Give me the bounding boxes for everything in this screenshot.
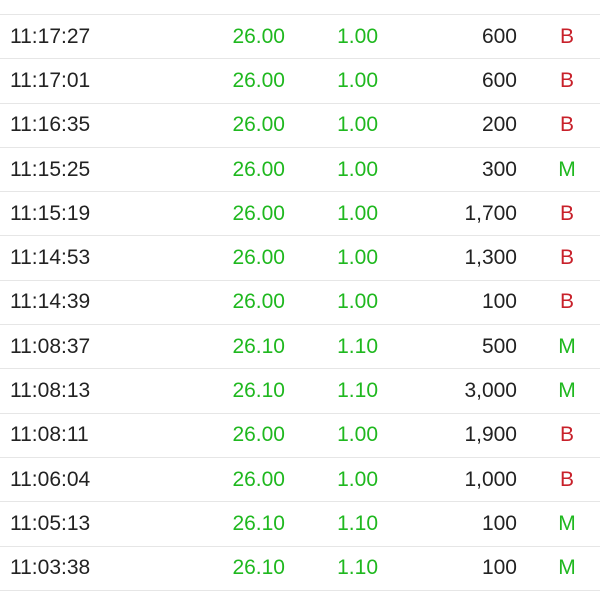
trade-change: 1.10	[337, 379, 378, 403]
trade-price: 26.00	[232, 467, 285, 491]
trade-price: 26.00	[232, 24, 285, 48]
trade-change: 1.00	[337, 24, 378, 48]
trade-price: 26.10	[232, 379, 285, 403]
trade-change: 1.10	[337, 334, 378, 358]
trade-time: 11:16:35	[10, 113, 91, 137]
trade-volume: 600	[481, 68, 517, 92]
trade-volume: 100	[481, 511, 517, 535]
trade-time: 11:14:53	[10, 246, 91, 270]
trade-time: 11:15:19	[10, 201, 91, 225]
trade-row: 11:17:01 26.00 1.00 600 B	[0, 59, 600, 104]
trade-price: 26.10	[232, 556, 285, 580]
trade-time: 11:15:25	[10, 157, 91, 181]
trade-side: M	[558, 511, 576, 535]
trade-volume: 1,900	[464, 423, 517, 447]
trade-row: 11:15:19 26.00 1.00 1,700 B	[0, 192, 600, 237]
trade-price: 26.00	[232, 423, 285, 447]
trade-row: 11:06:04 26.00 1.00 1,000 B	[0, 458, 600, 503]
trade-side: B	[559, 68, 575, 92]
trade-volume: 200	[481, 113, 517, 137]
trade-time: 11:17:01	[10, 68, 91, 92]
trade-change: 1.00	[337, 113, 378, 137]
trade-volume: 300	[481, 157, 517, 181]
trade-change: 1.00	[337, 467, 378, 491]
trade-row: 11:08:37 26.10 1.10 500 M	[0, 325, 600, 370]
trade-change: 1.00	[337, 201, 378, 225]
trade-row: 11:14:53 26.00 1.00 1,300 B	[0, 236, 600, 281]
trade-row: 11:14:39 26.00 1.00 100 B	[0, 281, 600, 326]
trade-change: 1.00	[337, 68, 378, 92]
trade-volume: 500	[481, 334, 517, 358]
trade-volume: 1,000	[464, 467, 517, 491]
trade-side: B	[559, 113, 575, 137]
trade-side: B	[559, 423, 575, 447]
trade-row: 11:05:13 26.10 1.10 100 M	[0, 502, 600, 547]
trade-volume: 100	[481, 290, 517, 314]
trade-side: M	[558, 379, 576, 403]
trade-side: B	[559, 246, 575, 270]
trade-change: 1.00	[337, 423, 378, 447]
trade-side: B	[559, 467, 575, 491]
trade-side: B	[559, 24, 575, 48]
trade-row: 11:03:38 26.10 1.10 100 M	[0, 547, 600, 591]
trade-change: 1.10	[337, 511, 378, 535]
trade-price: 26.10	[232, 511, 285, 535]
trade-row: 11:08:11 26.00 1.00 1,900 B	[0, 414, 600, 458]
trade-time: 11:06:04	[10, 467, 91, 491]
trade-price: 26.00	[232, 201, 285, 225]
trade-side: B	[559, 201, 575, 225]
trade-price: 26.10	[232, 334, 285, 358]
trade-price: 26.00	[232, 113, 285, 137]
trade-price: 26.00	[232, 157, 285, 181]
trade-volume: 1,700	[464, 201, 517, 225]
trade-volume: 1,300	[464, 246, 517, 270]
trade-change: 1.10	[337, 556, 378, 580]
trade-time: 11:17:27	[10, 24, 91, 48]
trade-price: 26.00	[232, 290, 285, 314]
trade-row: 11:08:13 26.10 1.10 3,000 M	[0, 369, 600, 414]
trade-row: 11:17:27 26.00 1.00 600 B	[0, 15, 600, 60]
trade-volume: 3,000	[464, 379, 517, 403]
trade-price: 26.00	[232, 68, 285, 92]
trade-change: 1.00	[337, 246, 378, 270]
trade-time: 11:14:39	[10, 290, 91, 314]
trade-time: 11:05:13	[10, 511, 91, 535]
trade-change: 1.00	[337, 157, 378, 181]
trade-row: 11:15:25 26.00 1.00 300 M	[0, 148, 600, 193]
trade-price: 26.00	[232, 246, 285, 270]
trade-time: 11:08:37	[10, 334, 91, 358]
trade-time: 11:03:38	[10, 556, 91, 580]
trade-time: 11:08:13	[10, 379, 91, 403]
trade-time: 11:08:11	[10, 423, 89, 447]
trade-row: 11:16:35 26.00 1.00 200 B	[0, 104, 600, 148]
trade-volume: 600	[481, 24, 517, 48]
trade-side: B	[559, 290, 575, 314]
trade-change: 1.00	[337, 290, 378, 314]
trade-side: M	[558, 334, 576, 358]
trade-side: M	[558, 556, 576, 580]
trade-side: M	[558, 157, 576, 181]
trade-volume: 100	[481, 556, 517, 580]
trade-list: 11:17:27 26.00 1.00 600 B 11:17:01 26.00 1.00 60…	[0, 14, 600, 591]
